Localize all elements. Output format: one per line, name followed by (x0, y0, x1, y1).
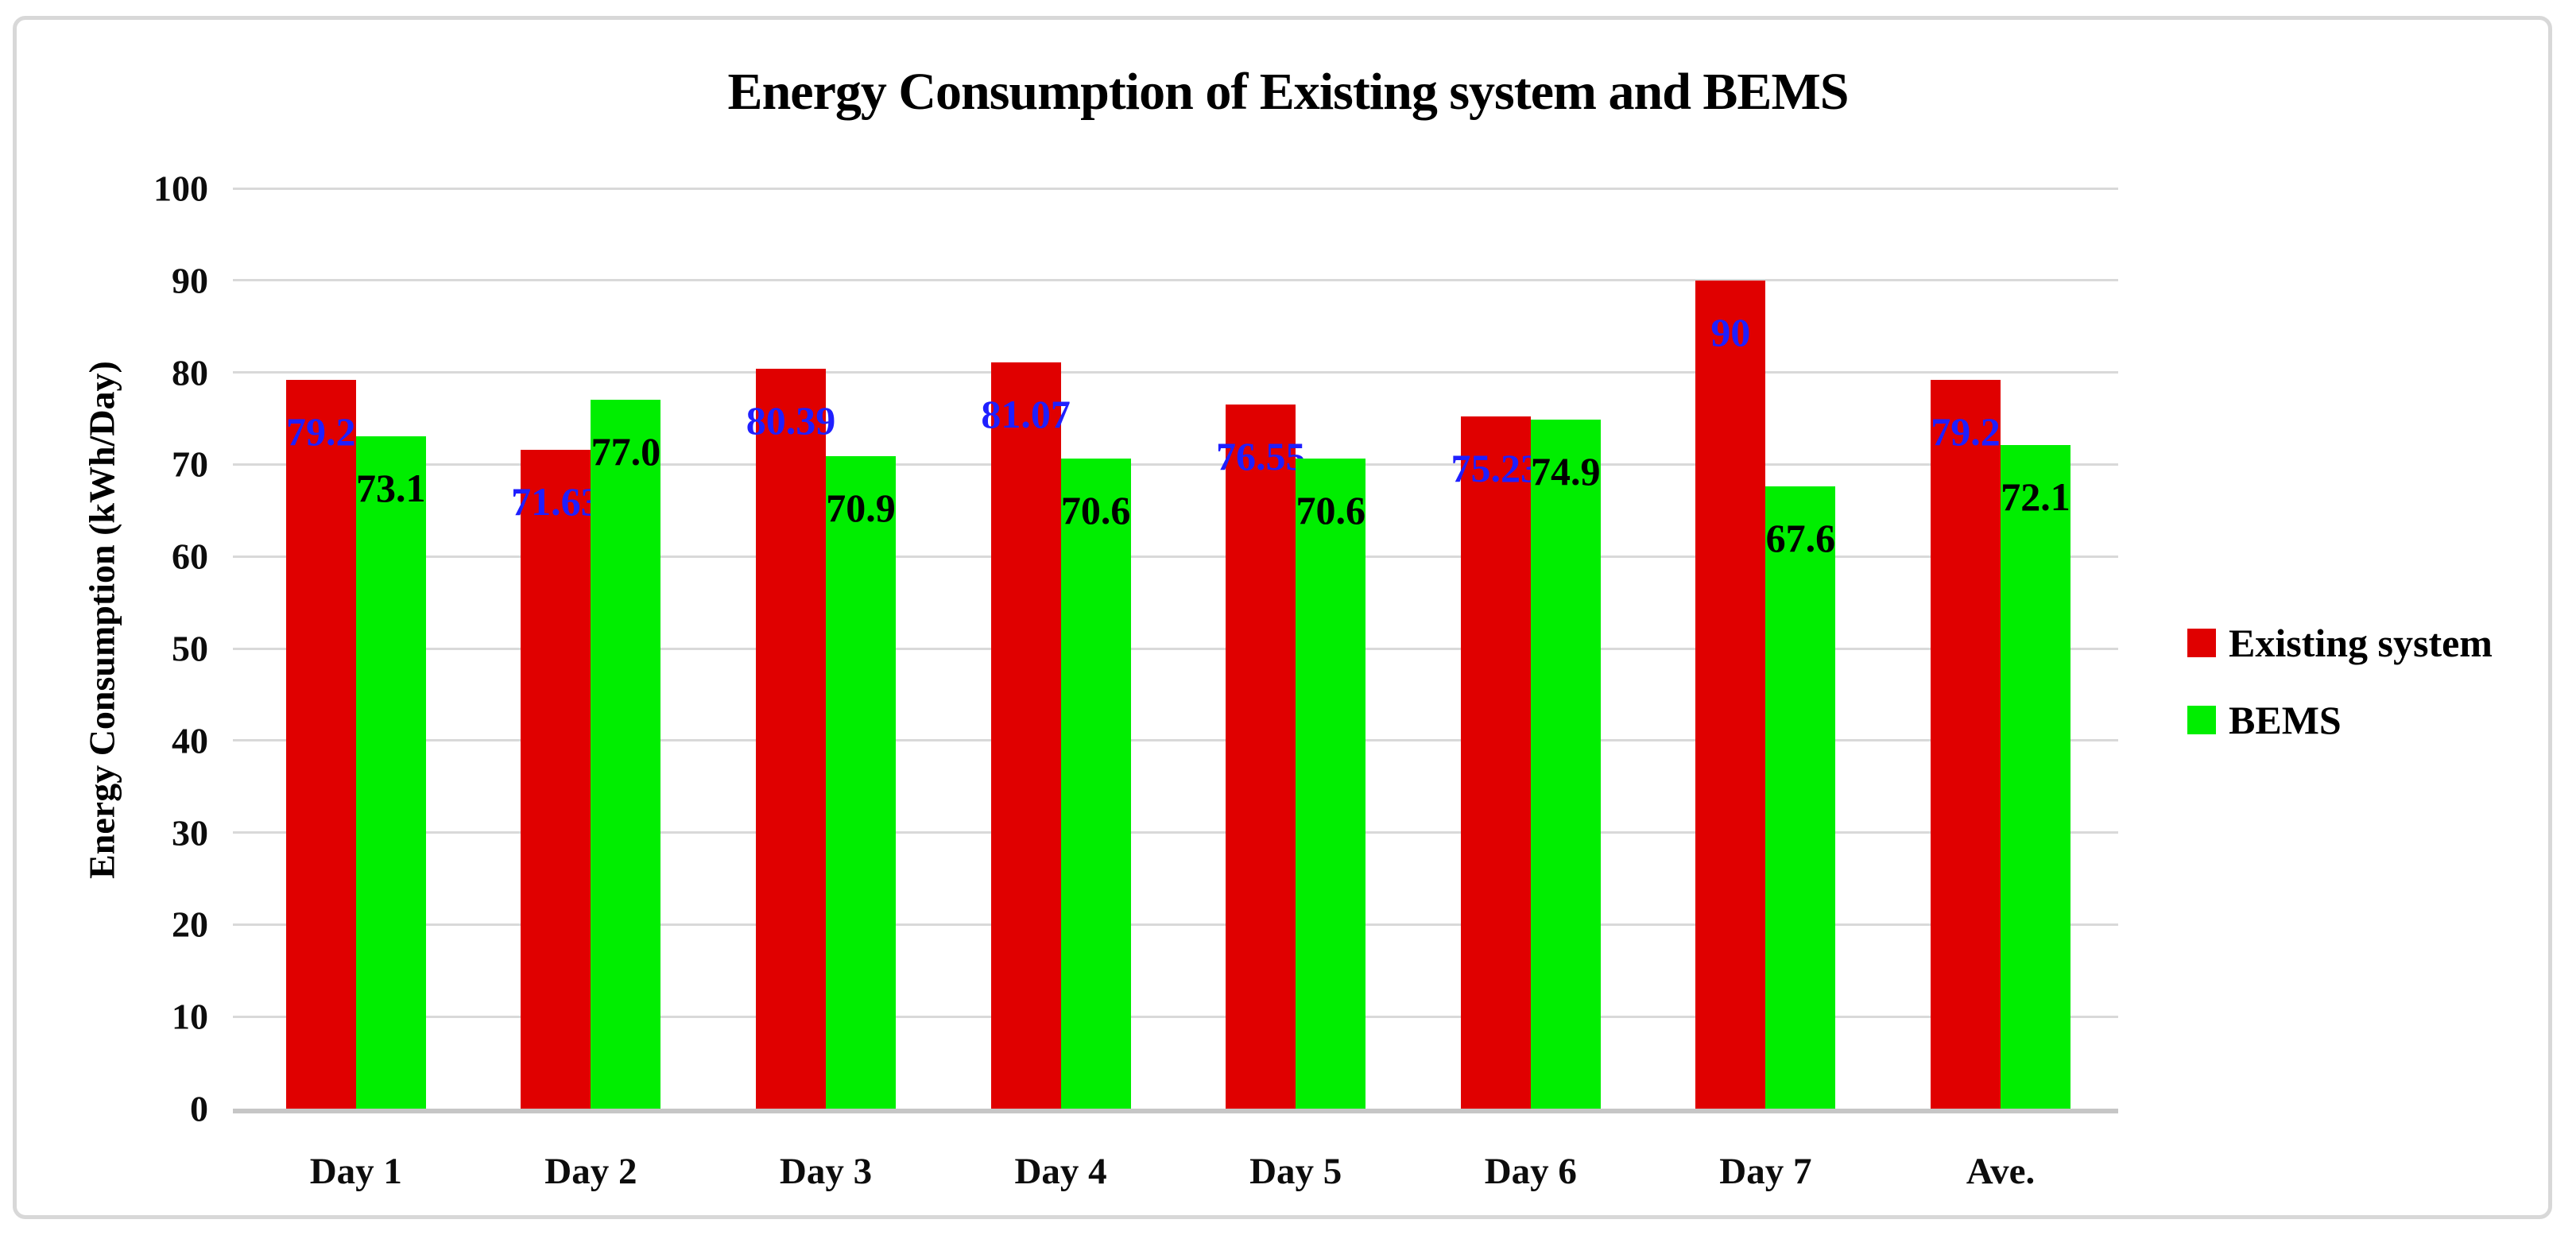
x-category-label-day-6: Day 6 (1484, 1151, 1577, 1192)
x-category-label-day-1: Day 1 (309, 1151, 402, 1192)
y-tick-label-80: 80 (172, 352, 208, 393)
bar-existing-system-day-4 (990, 362, 1061, 1109)
bar-existing-system-day-2 (521, 449, 591, 1109)
data-label-existing-system-day-3: 80.39 (746, 398, 836, 443)
bar-existing-system-day-1 (285, 379, 356, 1109)
data-label-existing-system-day-4: 81.07 (981, 392, 1071, 437)
legend-label-existing-system: Existing system (2229, 621, 2493, 665)
data-label-bems-day-7: 67.6 (1765, 516, 1836, 561)
y-tick-label-10: 10 (172, 996, 208, 1037)
bar-existing-system-day-3 (756, 369, 826, 1109)
bar-bems-day-7 (1765, 486, 1836, 1109)
data-label-existing-system-day-5: 76.55 (1215, 433, 1306, 478)
x-category-label-day-3: Day 3 (779, 1151, 873, 1192)
bar-existing-system-day-7 (1695, 280, 1766, 1109)
x-category-label-day-4: Day 4 (1014, 1151, 1107, 1192)
x-axis-line (233, 1109, 2118, 1113)
x-category-label-day-7: Day 7 (1719, 1151, 1812, 1192)
legend-swatch-bems (2187, 706, 2216, 734)
bar-bems-day-2 (591, 400, 661, 1109)
gridline-60 (233, 555, 2118, 558)
bar-bems-day-4 (1060, 459, 1131, 1109)
gridline-50 (233, 647, 2118, 650)
x-category-label-day-2: Day 2 (544, 1151, 637, 1192)
y-tick-label-90: 90 (172, 260, 208, 301)
data-label-bems-day-1: 73.1 (356, 465, 426, 510)
bar-existing-system-ave- (1931, 379, 2001, 1109)
x-category-label-ave-: Ave. (1966, 1151, 2036, 1192)
bar-existing-system-day-6 (1460, 416, 1531, 1109)
data-label-existing-system-day-1: 79.2 (286, 408, 356, 454)
gridline-10 (233, 1015, 2118, 1018)
x-category-label-day-5: Day 5 (1249, 1151, 1342, 1192)
bar-bems-day-1 (355, 436, 426, 1109)
bar-bems-ave- (2001, 445, 2070, 1109)
bar-bems-day-6 (1530, 419, 1601, 1109)
y-tick-label-100: 100 (153, 168, 208, 209)
y-tick-label-50: 50 (172, 628, 208, 669)
chart-border-frame (13, 16, 2552, 1219)
bar-bems-day-3 (826, 455, 896, 1109)
gridline-20 (233, 923, 2118, 926)
y-axis-title-text: Energy Consumption (kWh/Day) (81, 361, 122, 879)
gridline-100 (233, 187, 2118, 190)
legend-swatch-existing-system (2187, 629, 2216, 657)
gridline-90 (233, 279, 2118, 282)
data-label-bems-day-4: 70.6 (1060, 488, 1131, 533)
data-label-bems-ave-: 72.1 (2001, 474, 2070, 520)
gridline-40 (233, 739, 2118, 742)
legend-label-bems: BEMS (2229, 698, 2342, 742)
legend-item-existing-system: Existing system (2187, 620, 2493, 666)
data-label-bems-day-5: 70.6 (1296, 488, 1365, 533)
bar-existing-system-day-5 (1226, 404, 1296, 1109)
legend-item-bems: BEMS (2187, 697, 2342, 743)
y-tick-label-40: 40 (172, 720, 208, 761)
gridline-70 (233, 463, 2118, 466)
data-label-existing-system-day-7: 90 (1710, 309, 1751, 354)
gridline-80 (233, 371, 2118, 374)
data-label-bems-day-2: 77.0 (591, 429, 661, 474)
data-label-bems-day-3: 70.9 (826, 485, 896, 530)
data-label-existing-system-day-6: 75.23 (1451, 445, 1541, 490)
y-tick-label-70: 70 (172, 443, 208, 485)
chart-title: Energy Consumption of Existing system an… (727, 63, 1850, 121)
data-label-existing-system-ave-: 79.2 (1931, 408, 2001, 454)
bar-bems-day-5 (1296, 459, 1366, 1109)
y-tick-label-30: 30 (172, 812, 208, 854)
data-label-existing-system-day-2: 71.63 (511, 478, 601, 524)
y-tick-label-20: 20 (172, 904, 208, 945)
y-tick-label-60: 60 (172, 536, 208, 577)
data-label-bems-day-6: 74.9 (1531, 448, 1601, 494)
y-tick-label-0: 0 (190, 1088, 208, 1129)
gridline-30 (233, 831, 2118, 834)
